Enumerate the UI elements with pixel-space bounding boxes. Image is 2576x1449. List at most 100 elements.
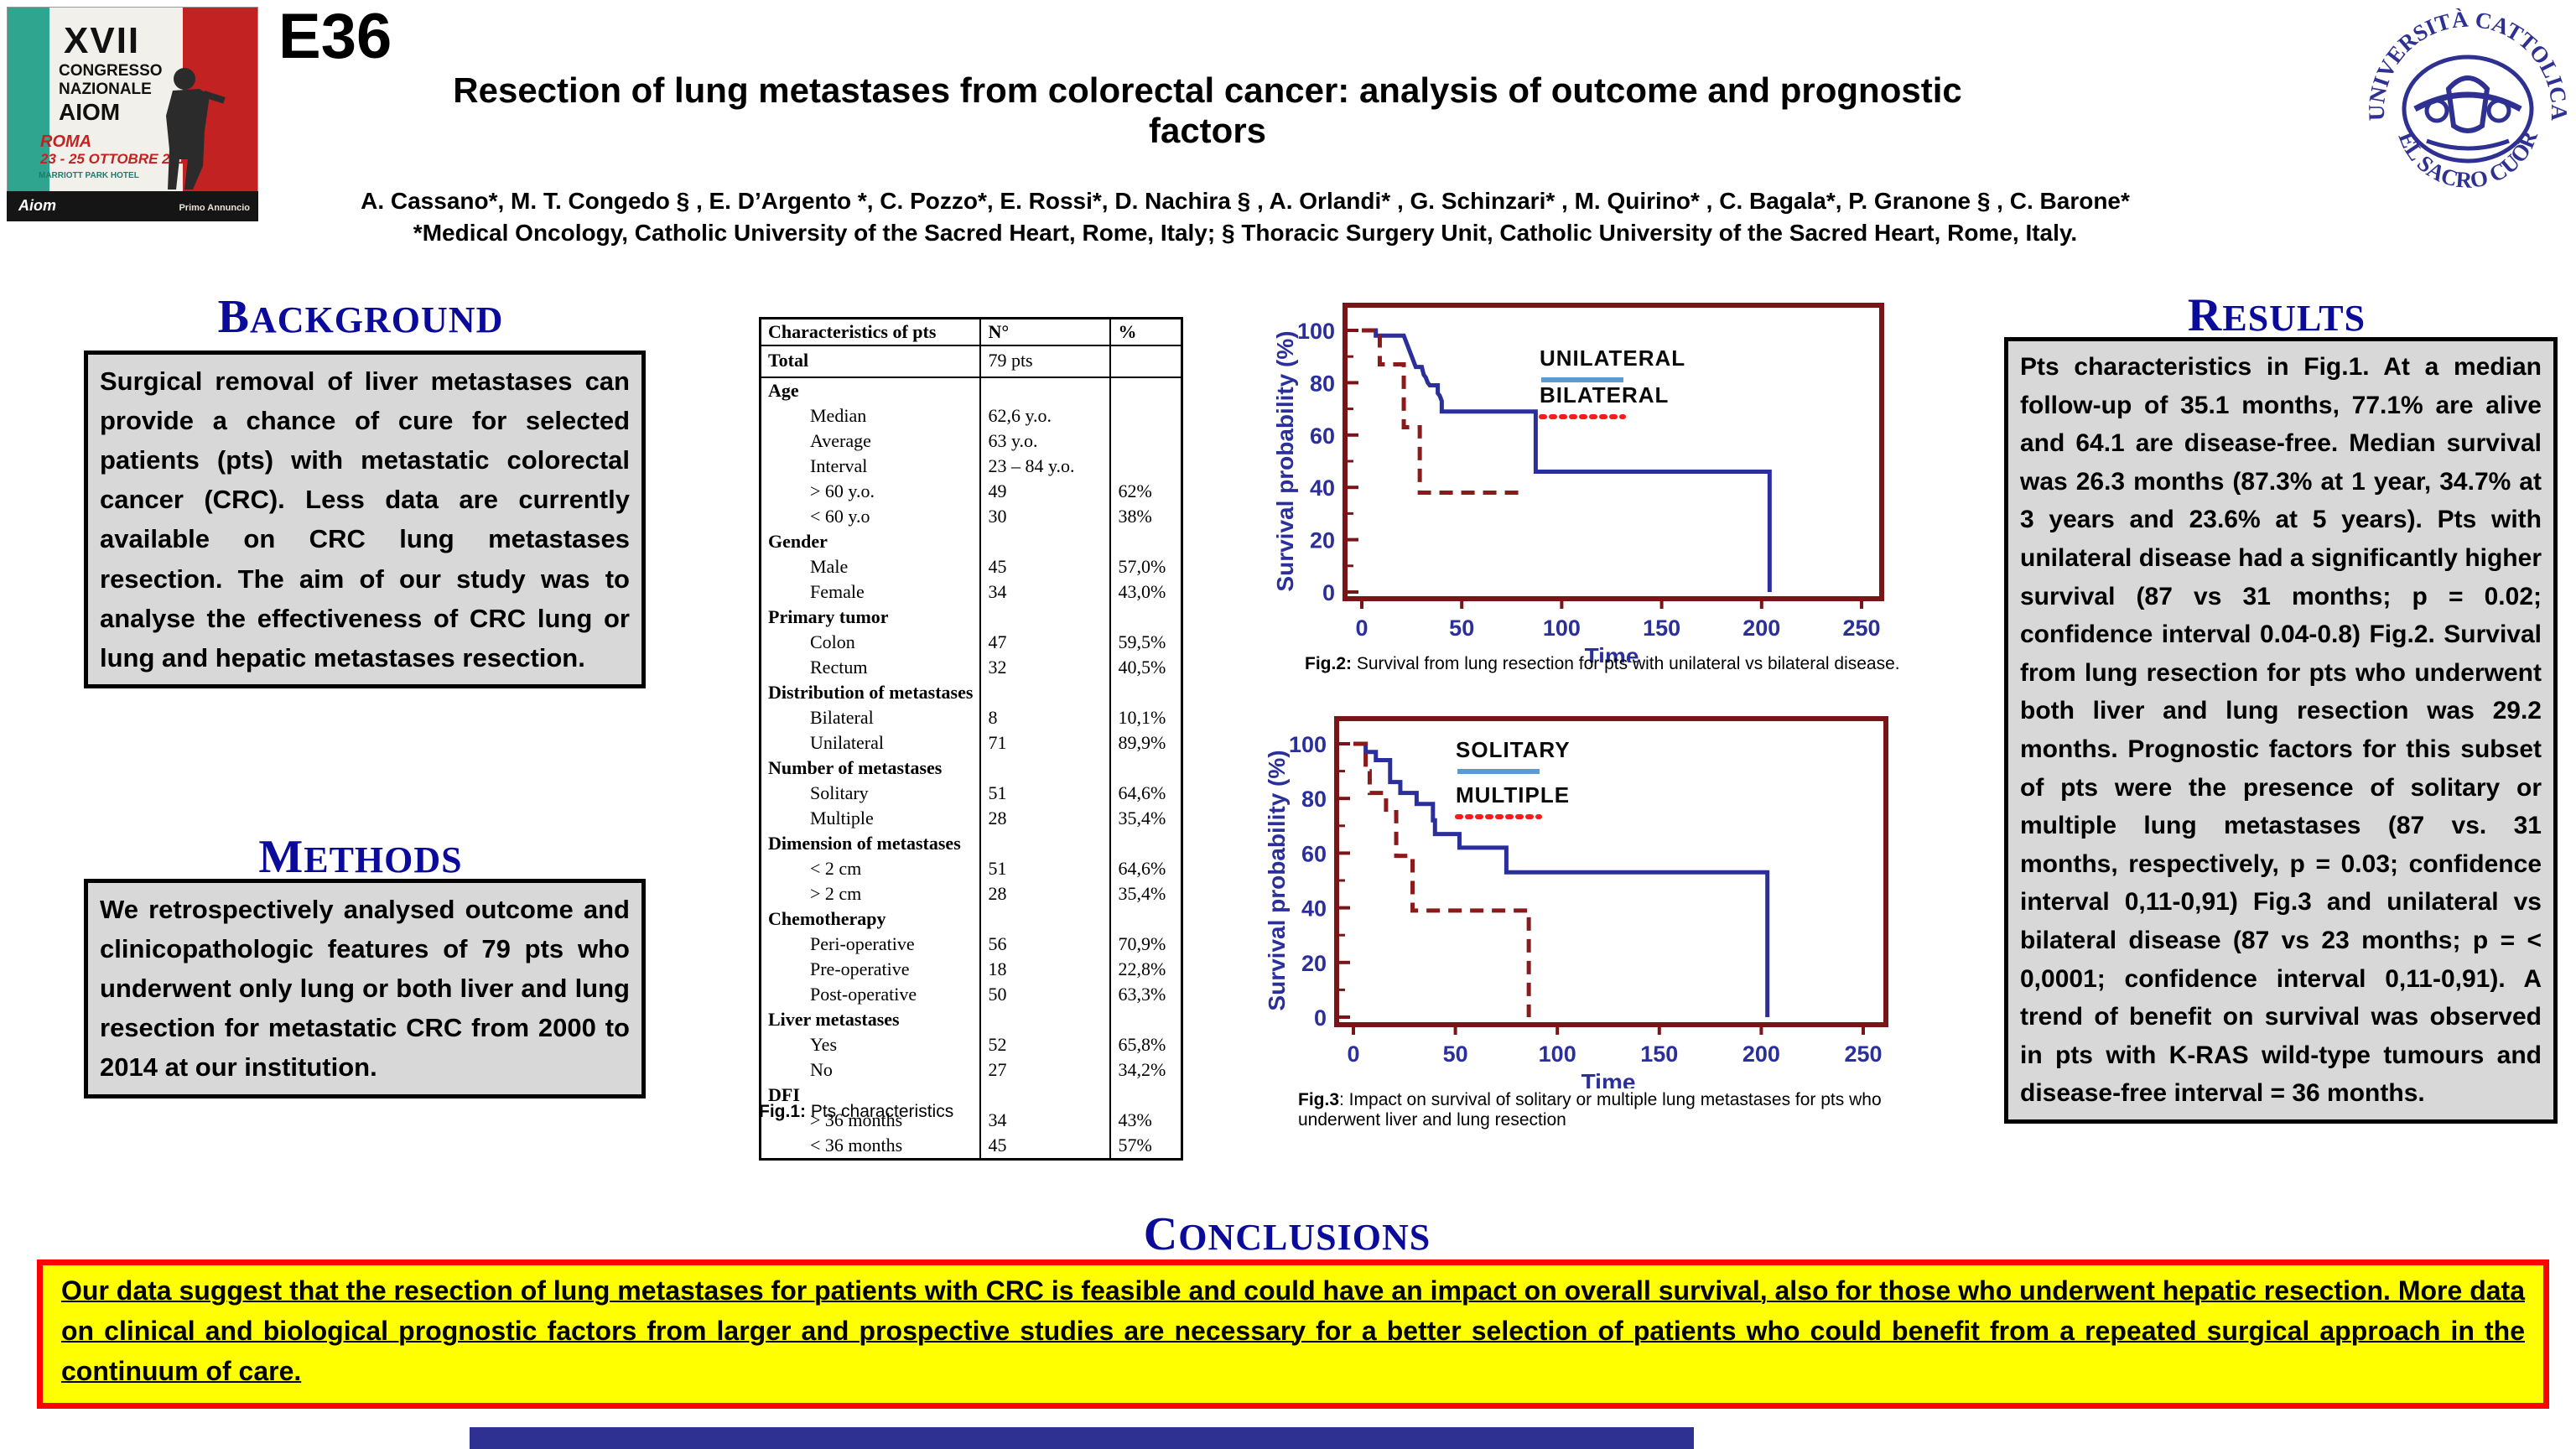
table-cell: Pre-operative — [759, 957, 981, 982]
col-characteristics: Characteristics of pts — [759, 318, 981, 346]
table-cell: 18 — [979, 957, 1111, 982]
table-cell — [1109, 906, 1182, 932]
table-cell: 35,4% — [1109, 881, 1182, 906]
col-n: N° — [979, 318, 1111, 346]
table-cell — [979, 756, 1111, 781]
table-cell — [979, 529, 1111, 554]
fig1-caption-label: Fig.1: — [759, 1102, 806, 1121]
svg-text:150: 150 — [1640, 1041, 1678, 1067]
svg-text:80: 80 — [1301, 787, 1327, 812]
svg-text:Survival probability (%): Survival probability (%) — [1266, 750, 1290, 1010]
table-cell: < 36 months — [759, 1133, 981, 1160]
total-label: Total — [759, 345, 981, 378]
table-cell: 27 — [979, 1057, 1111, 1083]
svg-text:MULTIPLE: MULTIPLE — [1456, 782, 1570, 808]
svg-text:200: 200 — [1742, 1041, 1780, 1067]
poster-title: Resection of lung metastases from colore… — [453, 70, 1962, 150]
svg-text:50: 50 — [1449, 615, 1474, 641]
table-cell: 59,5% — [1109, 630, 1182, 655]
table-row: Multiple 28 35,4% — [759, 806, 1182, 831]
table-row: > 60 y.o. 49 62% — [759, 479, 1182, 504]
total-pct — [1109, 345, 1182, 378]
table-cell: 43% — [1109, 1108, 1182, 1133]
table-row: Unilateral 71 89,9% — [759, 730, 1182, 756]
fig2-chart-svg: 0 20 40 60 80 100 0 50 100 150 200 250 Time Survival … — [1275, 303, 1884, 662]
conclusions-heading: CONCLUSIONS — [1143, 1208, 1431, 1260]
table-row: Dimension of metastases — [759, 831, 1182, 856]
table-cell: 51 — [979, 781, 1111, 806]
table-cell: Male — [759, 554, 981, 579]
table-cell: Multiple — [759, 806, 981, 831]
table-cell: 35,4% — [1109, 806, 1182, 831]
background-heading: BACKGROUND — [217, 291, 504, 343]
table-cell: 34,2% — [1109, 1057, 1182, 1083]
table-cell: Number of metastases — [759, 756, 981, 781]
table-cell: 63 y.o. — [979, 428, 1111, 454]
table-cell — [979, 831, 1111, 856]
table-cell: Age — [759, 377, 981, 403]
fig2-caption: Fig.2: Survival from lung resection for … — [1305, 654, 1917, 674]
table-cell: < 2 cm — [759, 856, 981, 881]
table-cell: 47 — [979, 630, 1111, 655]
table-cell: Gender — [759, 529, 981, 554]
table-cell: DFI — [759, 1083, 981, 1108]
table-row: Solitary 51 64,6% — [759, 781, 1182, 806]
fig3-survival-chart: 0 20 40 60 80 100 0 50 100 150 200 250 Time Survival … — [1266, 707, 1929, 1088]
table-cell: 62% — [1109, 479, 1182, 504]
svg-text:100: 100 — [1289, 732, 1327, 757]
table-cell — [1109, 454, 1182, 479]
table-cell: 10,1% — [1109, 705, 1182, 730]
table-row: No 27 34,2% — [759, 1057, 1182, 1083]
fig3-chart-svg: 0 20 40 60 80 100 0 50 100 150 200 250 Time Survival … — [1266, 716, 1888, 1088]
table-cell: Interval — [759, 454, 981, 479]
painter-silhouette-icon — [166, 68, 226, 190]
table-cell: 43,0% — [1109, 579, 1182, 605]
table-row: Number of metastases — [759, 756, 1182, 781]
table-cell — [979, 680, 1111, 705]
table-row: > 36 months 34 43% — [759, 1108, 1182, 1133]
table-cell — [1109, 377, 1182, 403]
table-row: Liver metastases — [759, 1007, 1182, 1032]
congress-line3: AIOM — [59, 99, 121, 125]
methods-text-box: We retrospectively analysed outcome and … — [84, 879, 646, 1098]
table-cell: 8 — [979, 705, 1111, 730]
svg-text:Time: Time — [1581, 1069, 1636, 1088]
results-heading: RESULTS — [2187, 289, 2366, 341]
svg-text:0: 0 — [1314, 1005, 1327, 1031]
svg-text:250: 250 — [1844, 1041, 1882, 1067]
table-cell: 64,6% — [1109, 781, 1182, 806]
table-cell: Female — [759, 579, 981, 605]
fig2-caption-label: Fig.2: — [1305, 654, 1352, 673]
svg-text:20: 20 — [1301, 951, 1327, 976]
table-cell — [979, 906, 1111, 932]
table-cell: Rectum — [759, 655, 981, 680]
table-row: Average 63 y.o. — [759, 428, 1182, 454]
fig1-caption: Fig.1: Pts characteristics — [759, 1102, 953, 1122]
fig3-caption-text: : Impact on survival of solitary or mult… — [1298, 1090, 1882, 1130]
col-pct: % — [1109, 318, 1182, 346]
table-cell: 57,0% — [1109, 554, 1182, 579]
fig2-survival-chart: 0 20 40 60 80 100 0 50 100 150 200 250 Time Survival … — [1275, 293, 1929, 662]
table-cell — [1109, 605, 1182, 630]
table-cell: 32 — [979, 655, 1111, 680]
congress-venue: MARRIOTT PARK HOTEL — [39, 171, 139, 180]
table-cell: > 2 cm — [759, 881, 981, 906]
table-cell: 23 – 84 y.o. — [979, 454, 1111, 479]
svg-text:Time: Time — [1585, 643, 1639, 662]
svg-text:100: 100 — [1543, 615, 1581, 641]
table-cell — [1109, 1007, 1182, 1032]
logo-footer-note: Primo Annuncio — [179, 203, 250, 213]
table-cell: 62,6 y.o. — [979, 403, 1111, 428]
svg-text:0: 0 — [1355, 615, 1368, 641]
table-cell — [1109, 680, 1182, 705]
svg-text:40: 40 — [1310, 475, 1335, 501]
table-cell: Chemotherapy — [759, 906, 981, 932]
bottom-blue-bar — [470, 1427, 1694, 1449]
table-cell: Unilateral — [759, 730, 981, 756]
svg-text:250: 250 — [1842, 615, 1880, 641]
logo-footer-strip: Aiom Primo Annuncio — [7, 191, 258, 221]
total-n: 79 pts — [979, 345, 1111, 378]
table-cell: 56 — [979, 932, 1111, 957]
table-cell: 45 — [979, 1133, 1111, 1160]
svg-text:SOLITARY: SOLITARY — [1456, 737, 1571, 762]
